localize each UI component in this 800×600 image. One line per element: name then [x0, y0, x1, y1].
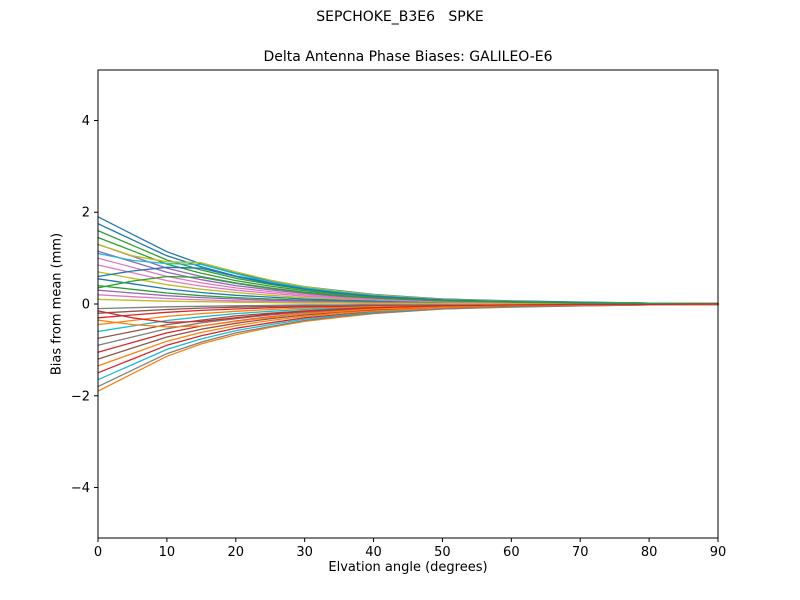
y-axis-label: Bias from mean (mm) [49, 232, 65, 376]
y-tick-label: 0 [82, 298, 90, 313]
series-line [97, 303, 719, 381]
x-tick-label: 70 [572, 545, 589, 560]
series-line [97, 229, 719, 305]
series-line [97, 303, 719, 388]
series-line [97, 303, 719, 324]
y-tick-label: 2 [82, 206, 90, 221]
series-line [97, 303, 719, 367]
x-tick-label: 0 [94, 545, 102, 560]
x-tick-label: 20 [228, 545, 245, 560]
series-line [97, 303, 719, 360]
series-line [97, 266, 719, 305]
series-line [97, 236, 719, 305]
x-axis-label: Elvation angle (degrees) [328, 560, 488, 575]
x-tick-label: 90 [710, 545, 727, 560]
x-tick-label: 40 [365, 545, 382, 560]
x-tick-label: 80 [641, 545, 658, 560]
series-line [97, 275, 719, 305]
series-line [97, 303, 719, 328]
y-tick-label: 4 [82, 114, 90, 129]
figure-suptitle: SEPCHOKE_B3E6 SPKE [316, 9, 484, 25]
x-tick-label: 30 [296, 545, 313, 560]
x-tick-label: 10 [159, 545, 176, 560]
y-tick-label: −2 [71, 389, 90, 404]
chart-title: Delta Antenna Phase Biases: GALILEO-E6 [263, 49, 553, 65]
x-tick-label: 60 [503, 545, 520, 560]
y-tick-label: −4 [71, 481, 90, 496]
series-line [97, 216, 719, 305]
x-tick-label: 50 [434, 545, 451, 560]
